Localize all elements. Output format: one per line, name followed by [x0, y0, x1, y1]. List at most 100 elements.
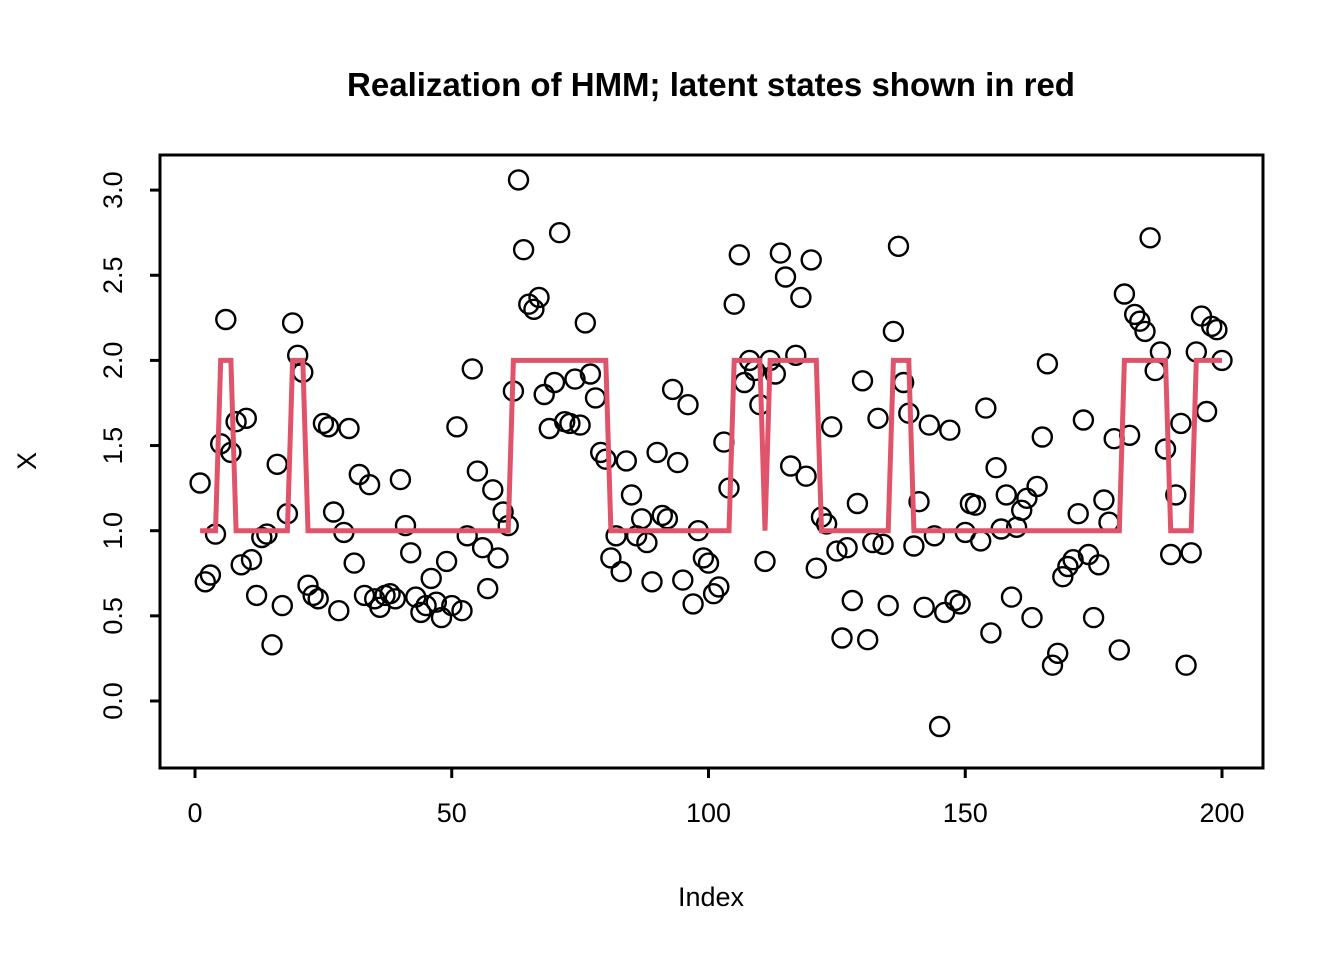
- data-point: [661, 378, 684, 401]
- data-point: [841, 589, 863, 612]
- data-point: [975, 397, 997, 419]
- data-point: [708, 576, 730, 598]
- data-point: [1144, 359, 1166, 382]
- data-point: [574, 312, 596, 334]
- data-point: [507, 169, 530, 191]
- data-point: [913, 596, 935, 618]
- data-point: [1108, 639, 1131, 661]
- data-point: [682, 593, 704, 615]
- data-point: [877, 594, 899, 617]
- data-point: [1129, 310, 1151, 332]
- x-axis-label: Index: [678, 882, 745, 912]
- data-point: [733, 371, 756, 394]
- data-point: [702, 583, 725, 605]
- data-point: [400, 542, 422, 564]
- data-point: [949, 593, 971, 615]
- data-point: [389, 468, 412, 491]
- data-point: [928, 715, 951, 738]
- data-point: [600, 547, 622, 569]
- data-point: [353, 584, 376, 607]
- data-point: [584, 387, 607, 409]
- data-point: [692, 547, 715, 569]
- data-point: [667, 451, 689, 474]
- data-point: [379, 583, 401, 605]
- data-point: [194, 571, 217, 593]
- data-point: [815, 513, 838, 535]
- data-point: [851, 370, 874, 392]
- data-point: [656, 508, 679, 530]
- data-point: [769, 242, 792, 264]
- data-point: [564, 368, 586, 390]
- data-point: [780, 455, 802, 477]
- data-point: [338, 417, 360, 440]
- data-point: [533, 383, 555, 406]
- data-point: [1072, 409, 1095, 431]
- data-point: [651, 504, 673, 527]
- data-point: [677, 394, 699, 416]
- data-point: [774, 266, 797, 288]
- data-point: [903, 535, 925, 557]
- data-point: [631, 508, 653, 530]
- data-point: [1046, 642, 1069, 664]
- data-point: [1180, 542, 1202, 564]
- data-point: [785, 344, 807, 366]
- data-point: [317, 416, 340, 438]
- data-point: [610, 560, 632, 583]
- data-point: [1170, 412, 1192, 435]
- data-point: [235, 407, 258, 429]
- data-point: [512, 238, 535, 261]
- data-point: [985, 457, 1007, 479]
- data-point: [523, 298, 545, 320]
- data-point: [846, 492, 869, 515]
- data-point: [1139, 227, 1161, 249]
- data-point: [939, 419, 961, 441]
- data-point: [189, 472, 211, 494]
- data-point: [857, 629, 879, 651]
- data-point: [1134, 320, 1156, 343]
- data-point: [595, 448, 617, 470]
- data-point: [266, 453, 288, 475]
- x-tick-label: 50: [437, 798, 467, 828]
- data-point: [641, 571, 663, 593]
- data-point: [312, 412, 335, 435]
- data-point: [1093, 489, 1115, 511]
- data-point: [410, 601, 432, 624]
- data-point: [1041, 654, 1064, 676]
- data-point: [805, 557, 827, 579]
- data-point: [1123, 303, 1146, 326]
- data-point: [446, 416, 468, 438]
- data-point: [322, 501, 345, 523]
- data-point: [1113, 283, 1136, 305]
- x-tick-label: 200: [1199, 798, 1244, 828]
- data-point: [435, 550, 458, 573]
- data-point: [225, 411, 247, 433]
- data-point: [620, 484, 643, 506]
- y-tick-label: 0.0: [98, 682, 128, 720]
- data-point: [1026, 475, 1048, 498]
- data-point: [1000, 586, 1023, 608]
- y-tick-label: 1.5: [98, 427, 128, 465]
- data-point: [261, 634, 283, 656]
- latent-state-line: [200, 357, 1222, 534]
- data-point: [1190, 305, 1213, 327]
- data-point: [297, 574, 319, 596]
- data-point: [754, 550, 776, 573]
- data-point: [579, 363, 602, 385]
- data-point: [559, 412, 581, 435]
- data-point: [800, 249, 822, 271]
- data-point: [1031, 426, 1054, 448]
- data-point: [281, 312, 304, 334]
- data-point: [980, 622, 1002, 644]
- y-tick-label: 0.5: [98, 597, 128, 635]
- data-point: [328, 600, 350, 622]
- data-point: [826, 540, 848, 562]
- data-point: [256, 523, 278, 545]
- data-point: [343, 552, 365, 574]
- y-tick-label: 2.5: [98, 256, 128, 294]
- data-point: [415, 594, 437, 617]
- latent-state-step-line: [200, 357, 1222, 534]
- data-point: [482, 479, 504, 501]
- data-point: [831, 627, 853, 649]
